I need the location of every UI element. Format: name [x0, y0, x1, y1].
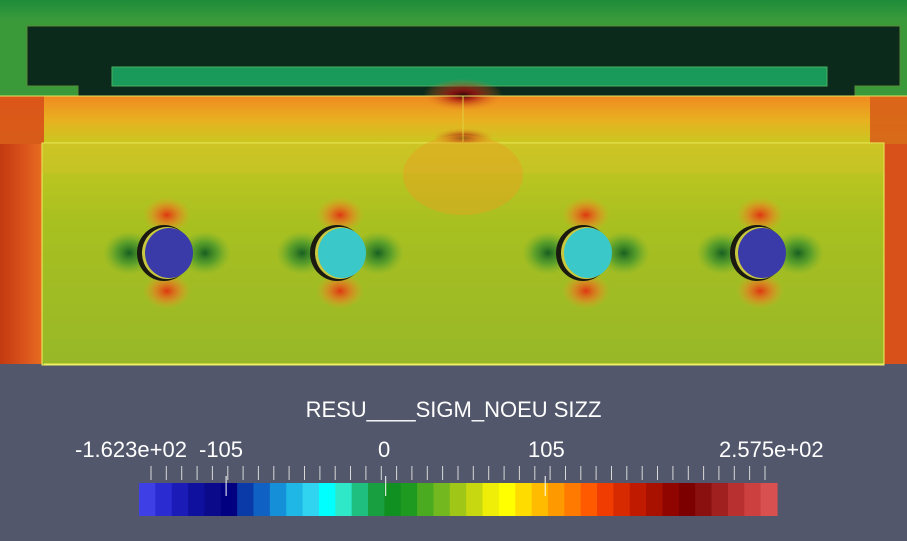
colorbar-swatch	[302, 483, 320, 516]
colorbar-swatch	[449, 483, 467, 516]
colorbar-swatch	[188, 483, 206, 516]
colorbar-swatch	[744, 483, 762, 516]
hole-3	[522, 197, 650, 309]
colorbar-swatch	[368, 483, 385, 516]
colorbar-swatch	[139, 483, 156, 516]
legend-tick-label-105: 105	[528, 437, 565, 462]
colorbar-swatch	[629, 483, 647, 516]
hole-face	[738, 228, 786, 278]
colorbar-swatch	[482, 483, 500, 516]
colorbar-swatch	[171, 483, 189, 516]
colorbar	[139, 483, 778, 516]
hole-face	[145, 228, 193, 278]
colorbar-swatch	[531, 483, 549, 516]
colorbar-swatch	[253, 483, 271, 516]
hole-1	[103, 197, 231, 309]
colorbar-swatch	[695, 483, 713, 516]
colorbar-swatch	[597, 483, 615, 516]
colorbar-swatch	[400, 483, 418, 516]
colorbar-swatch	[662, 483, 680, 516]
colorbar-swatch	[547, 483, 565, 516]
colorbar-swatch	[727, 483, 745, 516]
colorbar-swatch	[711, 483, 729, 516]
hole-4	[696, 197, 824, 309]
legend-max-label: 2.575e+02	[719, 437, 824, 462]
colorbar-swatch	[318, 483, 336, 516]
colorbar-swatch	[564, 483, 582, 516]
legend-min-label: -1.623e+02	[75, 437, 187, 462]
colorbar-swatch	[237, 483, 255, 516]
colorbar-swatch	[515, 483, 533, 516]
colorbar-swatch	[433, 483, 451, 516]
colorbar-swatch	[351, 483, 369, 516]
colorbar-ticks	[150, 466, 766, 496]
colorbar-swatch	[335, 483, 353, 516]
colorbar-swatch	[466, 483, 484, 516]
colorbar-swatch	[204, 483, 222, 516]
colorbar-swatch	[613, 483, 631, 516]
colorbar-swatch	[417, 483, 435, 516]
colorbar-swatch	[498, 483, 516, 516]
colorbar-swatch	[384, 483, 402, 516]
colorbar-swatch	[580, 483, 598, 516]
legend-tick-label-neg105: -105	[199, 437, 244, 462]
colorbar-swatch	[286, 483, 304, 516]
colorbar-swatch	[760, 483, 778, 516]
colorbar-swatch	[678, 483, 696, 516]
legend-title: RESU____SIGM_NOEU SIZZ	[305, 397, 602, 422]
colorbar-swatch	[269, 483, 287, 516]
colorbar-swatch	[646, 483, 664, 516]
hole-face	[564, 228, 612, 278]
legend-tick-label-0: 0	[378, 437, 391, 462]
colorbar-swatch	[220, 483, 238, 516]
hole-2	[276, 197, 404, 309]
colorbar-swatch	[155, 483, 173, 516]
hole-face	[318, 228, 366, 278]
